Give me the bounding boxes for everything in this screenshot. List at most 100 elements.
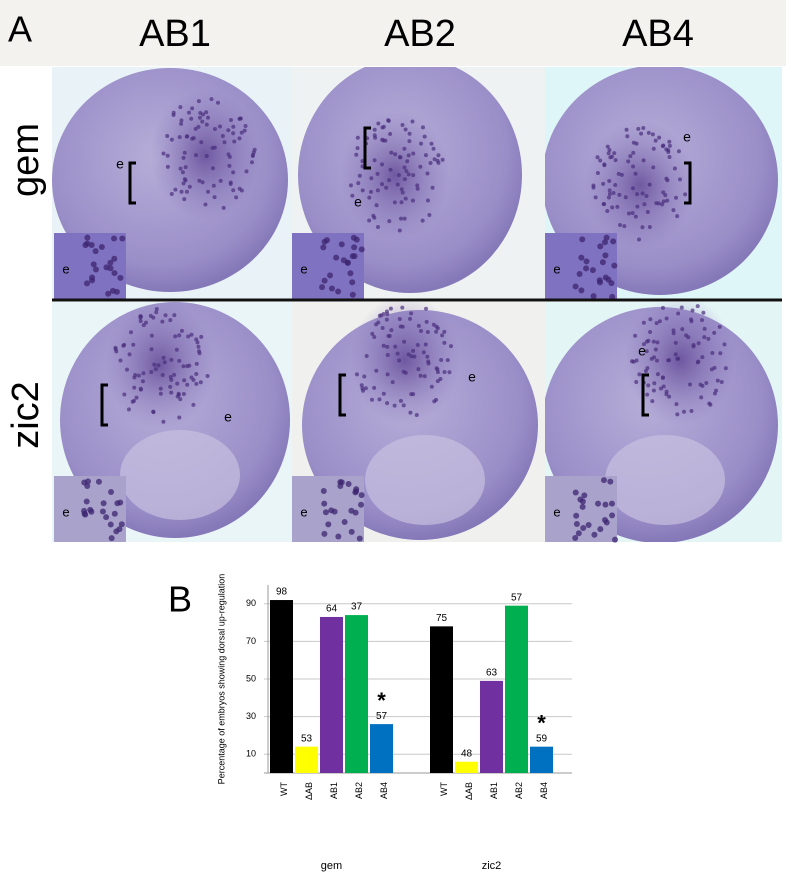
stained-cell <box>425 354 430 359</box>
stained-cell <box>196 344 201 349</box>
x-tick-label: ΔAB <box>464 782 474 800</box>
inset-cell <box>111 255 118 262</box>
stained-cell <box>199 334 204 339</box>
stained-cell <box>348 183 353 188</box>
stained-cell <box>221 205 226 210</box>
count-label: 37 <box>351 602 363 613</box>
stained-cell <box>386 334 391 339</box>
panel-label: A <box>8 9 32 50</box>
stained-cell <box>194 337 199 342</box>
yolk-plug <box>605 435 725 525</box>
stained-cell <box>612 151 617 156</box>
stained-cell <box>619 172 624 177</box>
stained-cell <box>375 188 380 193</box>
stained-cell <box>131 342 136 347</box>
stained-cell <box>161 355 166 360</box>
stained-cell <box>633 171 638 176</box>
stained-cell <box>656 201 661 206</box>
inset-cell <box>107 259 114 266</box>
stained-cell <box>134 395 139 400</box>
stained-cell <box>419 141 424 146</box>
stained-cell <box>406 153 411 158</box>
stained-cell <box>623 195 628 200</box>
stained-cell <box>398 216 403 221</box>
stained-cell <box>178 397 183 402</box>
inset-cell <box>603 234 610 241</box>
stained-cell <box>232 139 237 144</box>
inset-cell <box>358 492 365 499</box>
stained-cell <box>196 99 201 104</box>
stained-cell <box>672 166 677 171</box>
stained-cell <box>418 373 423 378</box>
group-label: gem <box>321 860 342 872</box>
stain-region <box>625 302 735 425</box>
stained-cell <box>633 333 638 338</box>
stained-cell <box>182 150 187 155</box>
stained-cell <box>393 344 398 349</box>
bar <box>455 761 478 773</box>
count-label: 59 <box>536 733 548 744</box>
stained-cell <box>381 391 386 396</box>
stained-cell <box>204 154 209 159</box>
stained-cell <box>611 191 616 196</box>
header-band <box>0 0 786 66</box>
stained-cell <box>660 202 665 207</box>
stained-cell <box>421 350 426 355</box>
stained-cell <box>173 187 178 192</box>
inset-cell <box>583 258 590 265</box>
stained-cell <box>710 351 715 356</box>
stained-cell <box>250 160 255 165</box>
stained-cell <box>722 342 727 347</box>
count-label: 53 <box>301 733 313 744</box>
stained-cell <box>389 328 394 333</box>
stained-cell <box>674 402 679 407</box>
y-axis-label: Percentage of embryos showing dorsal up-… <box>216 574 226 785</box>
stained-cell <box>222 140 227 145</box>
inset-cell <box>328 507 335 514</box>
stained-cell <box>432 399 437 404</box>
stained-cell <box>399 200 404 205</box>
stained-cell <box>127 352 132 357</box>
marker-label: e <box>683 129 691 145</box>
stained-cell <box>681 409 686 414</box>
stained-cell <box>407 131 412 136</box>
stained-cell <box>172 372 177 377</box>
stained-cell <box>149 347 154 352</box>
stained-cell <box>231 131 236 136</box>
inset-cell <box>92 248 99 255</box>
inset-cell <box>609 512 616 519</box>
stained-cell <box>367 218 372 223</box>
stained-cell <box>178 166 183 171</box>
inset-cell <box>319 284 326 291</box>
stained-cell <box>661 190 666 195</box>
inset-cell <box>356 535 363 542</box>
stained-cell <box>152 362 157 367</box>
inset-cell <box>325 521 332 528</box>
stained-cell <box>661 199 666 204</box>
stained-cell <box>661 143 666 148</box>
stained-cell <box>187 184 192 189</box>
stained-cell <box>606 151 611 156</box>
stained-cell <box>660 375 665 380</box>
x-tick-label: WT <box>439 782 449 796</box>
stained-cell <box>644 339 649 344</box>
inset-cell <box>84 280 91 287</box>
inset-cell <box>321 500 328 507</box>
stained-cell <box>631 186 636 191</box>
inset-cell <box>612 536 618 543</box>
stained-cell <box>354 152 359 157</box>
stained-cell <box>652 355 657 360</box>
inset-cell <box>111 235 118 242</box>
stained-cell <box>381 312 386 317</box>
inset-cell <box>578 287 585 294</box>
stained-cell <box>385 372 390 377</box>
stained-cell <box>402 177 407 182</box>
inset-cell <box>576 271 583 278</box>
inset-cell <box>351 253 358 260</box>
stained-cell <box>657 135 662 140</box>
significance-mark: * <box>537 710 546 735</box>
inset-cell <box>573 521 580 528</box>
stained-cell <box>418 164 423 169</box>
stained-cell <box>136 373 141 378</box>
inset-cell <box>611 262 618 269</box>
